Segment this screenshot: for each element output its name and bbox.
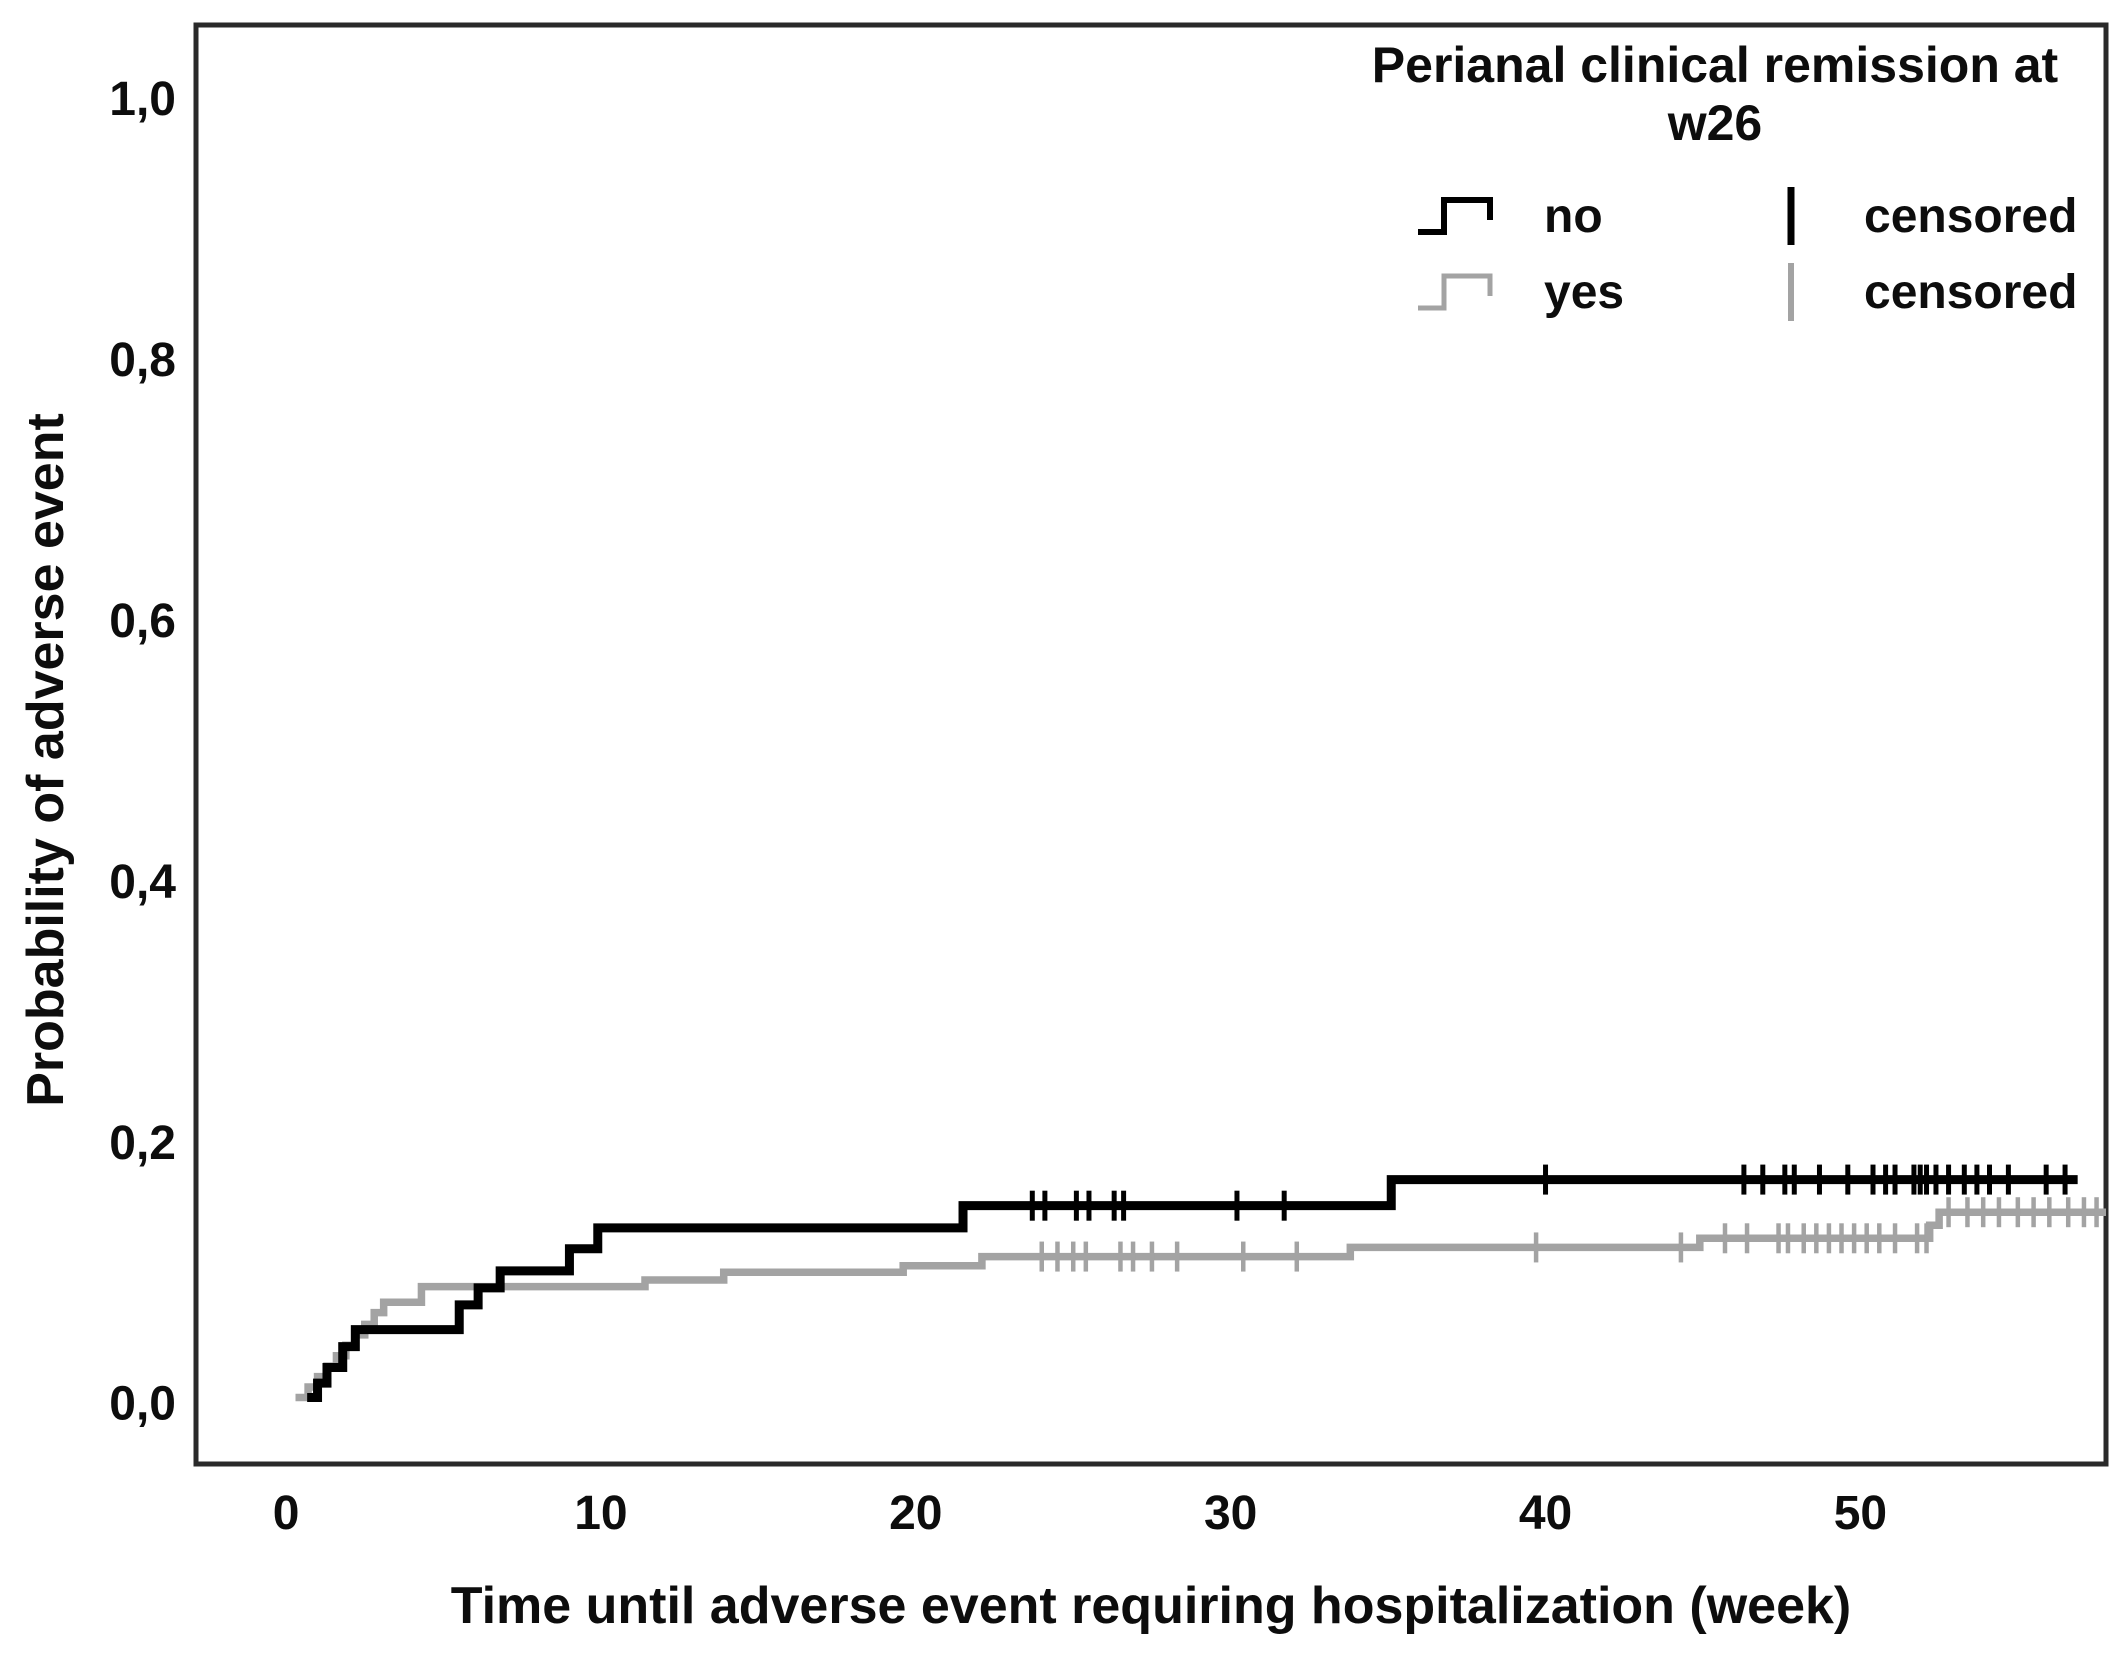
y-tick-label: 1,0 <box>109 73 176 126</box>
y-tick-label: 0,6 <box>109 595 176 648</box>
km-curve-yes <box>295 1208 2106 1402</box>
legend-label-no: no <box>1544 189 1603 243</box>
series-yes <box>295 1197 2106 1402</box>
x-tick-label: 30 <box>1204 1487 1257 1540</box>
step-line-icon <box>1414 188 1544 244</box>
x-tick-label: 20 <box>889 1487 942 1540</box>
y-tick-label: 0,4 <box>109 856 176 909</box>
legend-title-line1: Perianal clinical remission at <box>1371 37 2059 93</box>
y-tick-label: 0,0 <box>109 1378 176 1431</box>
legend: Perianal clinical remission at w26 no ce… <box>1330 36 2100 330</box>
y-tick-label: 0,8 <box>109 334 176 387</box>
plot-frame <box>193 22 2109 1467</box>
x-axis-title: Time until adverse event requiring hospi… <box>450 1577 1852 1635</box>
censored-tick-icon <box>1784 259 1864 325</box>
legend-label-yes: yes <box>1544 265 1625 319</box>
legend-row-yes: yes censored <box>1330 254 2100 330</box>
series-no <box>307 1164 2078 1402</box>
x-tick-label: 0 <box>273 1487 300 1540</box>
km-curve-no <box>307 1175 2078 1402</box>
x-tick-label: 50 <box>1834 1487 1887 1540</box>
legend-rows: no censored yes <box>1330 178 2100 330</box>
legend-label-censored-no: censored <box>1864 189 2078 243</box>
y-tick-label: 0,2 <box>109 1117 176 1170</box>
x-axis-tick-labels: 0 10 20 30 40 50 <box>273 1487 1887 1540</box>
y-axis-tick-labels: 0,0 0,2 0,4 0,6 0,8 1,0 <box>109 73 176 1431</box>
legend-label-censored-yes: censored <box>1864 265 2078 319</box>
legend-row-no: no censored <box>1330 178 2100 254</box>
x-tick-label: 40 <box>1519 1487 1572 1540</box>
censored-tick-icon <box>1784 183 1864 249</box>
x-tick-label: 10 <box>574 1487 627 1540</box>
legend-title-line2: w26 <box>1667 95 1763 151</box>
y-axis-title: Probability of adverse event <box>17 413 75 1107</box>
legend-title: Perianal clinical remission at w26 <box>1330 36 2100 152</box>
step-line-icon <box>1414 264 1544 320</box>
